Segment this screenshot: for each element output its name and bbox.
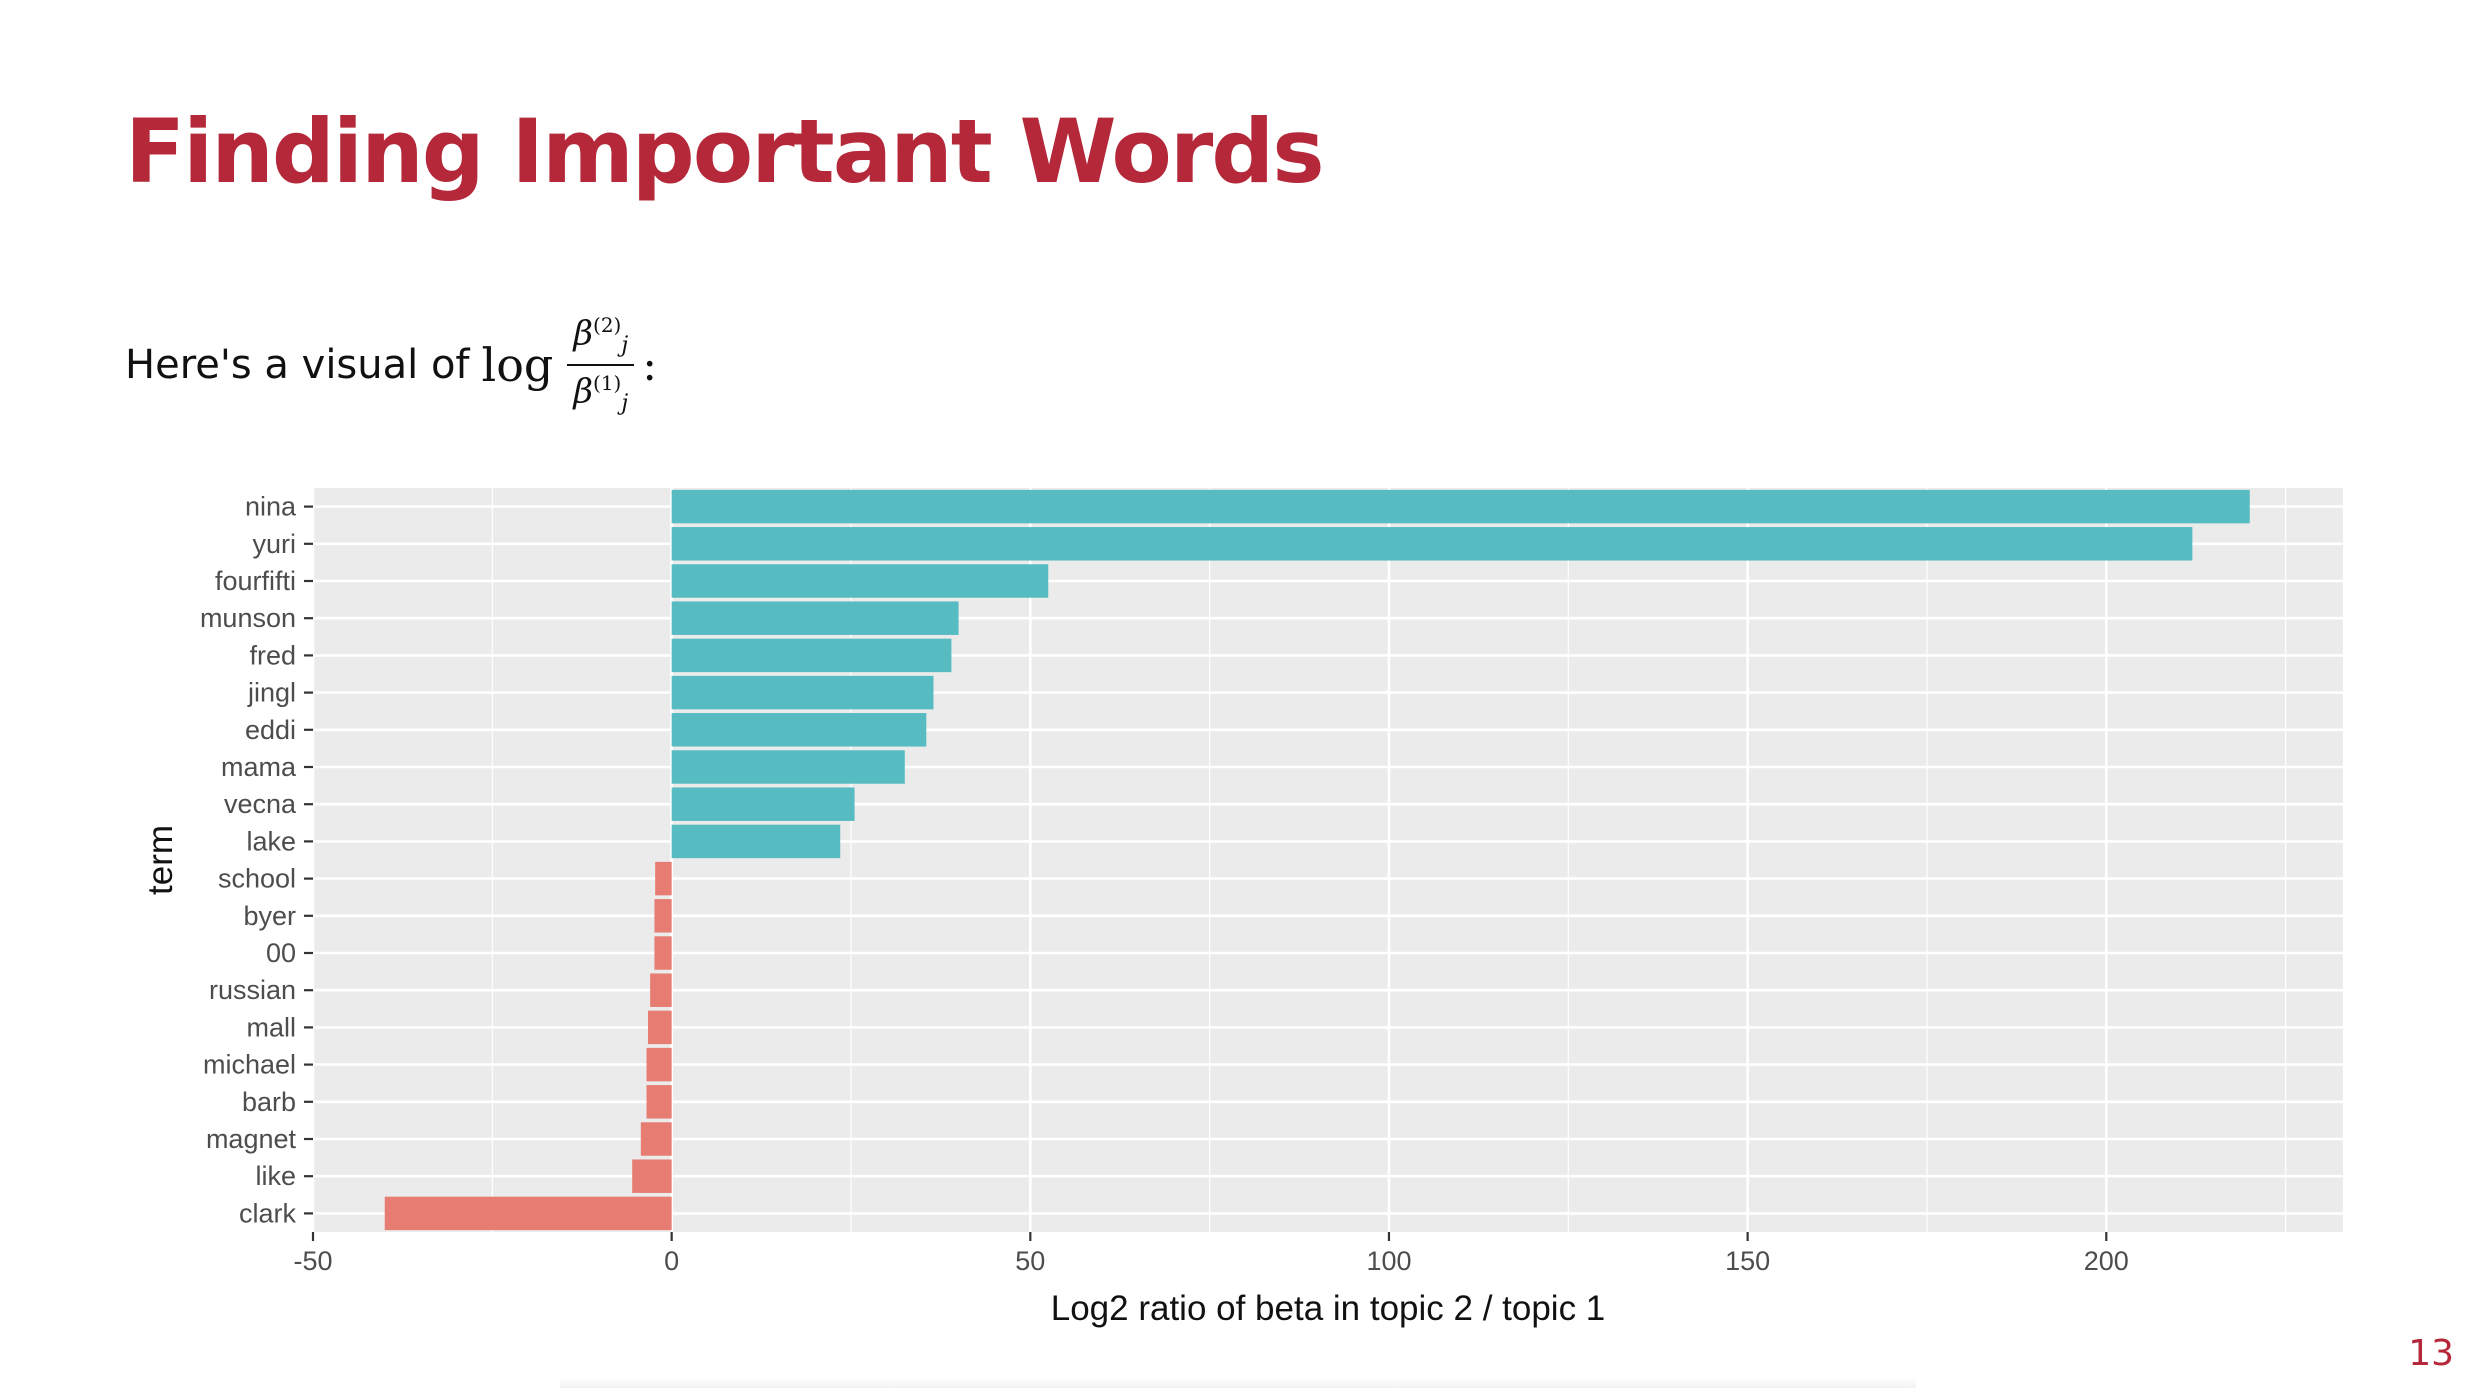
y-tick-label: munson [200,603,296,633]
y-tick-label: 00 [266,938,296,968]
x-tick-label: 0 [664,1246,679,1276]
formula-denominator: β(1)j [573,371,629,417]
y-axis-title: term [141,825,180,895]
bar-fred [671,638,952,673]
y-tick-label: russian [209,975,296,1005]
y-tick-label: lake [246,826,296,856]
intro-text: Here's a visual of [125,342,470,388]
bar-mall [647,1010,672,1045]
slide-title: Finding Important Words [125,100,1325,203]
x-axis-title: Log2 ratio of beta in topic 2 / topic 1 [1051,1289,1606,1328]
log-ratio-formula: log β(2)j β(1)j : [482,314,658,417]
formula-log: log [481,338,554,392]
y-tick-label: eddi [245,715,296,745]
formula-colon: : [642,339,658,391]
y-tick-label: michael [203,1050,296,1080]
y-tick-label: fourfifti [215,566,296,596]
y-tick-label: like [255,1161,296,1191]
page-number: 13 [2408,1333,2454,1374]
chart-bars [384,489,2250,1231]
formula-numerator: β(2)j [573,312,629,358]
bar-like [632,1159,672,1193]
bar-munson [671,601,959,635]
bar-michael [646,1047,672,1082]
x-tick-label: 100 [1366,1246,1411,1276]
bar-clark [384,1196,672,1231]
bar-byer [654,899,672,933]
chart-axes: nina yuri fourfifti munson fred jingl eddi mama… [200,492,2129,1276]
x-tick-label: 50 [1015,1246,1045,1276]
y-tick-label: clark [239,1198,297,1228]
bar-nina [671,489,2250,524]
bar-eddi [671,713,927,747]
bar-mama [671,750,905,784]
x-tick-label: 200 [2084,1246,2129,1276]
y-tick-label: mama [221,752,297,782]
bottom-shadow [560,1378,1916,1388]
y-tick-label: yuri [252,529,296,559]
chart-panel [313,488,2343,1232]
x-tick-label: 150 [1725,1246,1770,1276]
y-tick-label: vecna [224,789,297,819]
y-tick-label: nina [245,492,297,522]
x-tick-label: -50 [293,1246,332,1276]
bar-magnet [640,1122,672,1156]
y-tick-label: byer [243,901,296,931]
bar-00 [654,936,672,970]
bar-vecna [671,787,855,821]
bar-barb [646,1085,672,1119]
bar-yuri [671,527,2193,561]
bar-school [655,861,672,896]
formula-fraction: β(2)j β(1)j [567,312,635,417]
bar-fourfifti [671,564,1049,598]
y-tick-label: school [218,864,296,894]
intro-line: Here's a visual of log β(2)j β(1)j : [125,300,657,430]
y-tick-label: magnet [206,1124,297,1154]
y-tick-label: fred [249,640,296,670]
bar-lake [671,824,841,859]
bar-russian [650,973,672,1007]
fraction-bar [567,364,635,366]
y-tick-label: barb [242,1087,296,1117]
bar-jingl [671,675,934,710]
chart-grid [311,488,2343,1232]
y-tick-label: mall [246,1012,296,1042]
y-tick-label: jingl [247,678,296,708]
